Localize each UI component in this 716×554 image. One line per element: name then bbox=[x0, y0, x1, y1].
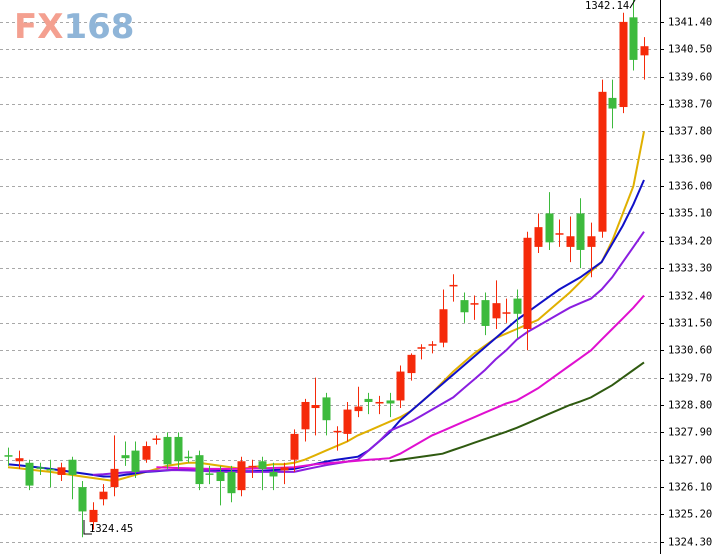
logo-suffix: 168 bbox=[63, 7, 134, 47]
candle-body bbox=[460, 300, 469, 313]
candle-body bbox=[481, 300, 490, 326]
candle-body bbox=[280, 467, 289, 471]
candle-body bbox=[99, 491, 108, 500]
y-axis-ticks: 1341.40 1340.50 1339.60 1338.70 1337.80 1336.… bbox=[660, 17, 712, 549]
y-tick-label: 1336.00 bbox=[668, 181, 712, 193]
candle-body bbox=[131, 450, 140, 472]
candle-body bbox=[322, 397, 331, 421]
candle-body bbox=[534, 227, 543, 247]
moving-average-line bbox=[92, 231, 645, 476]
y-tick-label: 1330.60 bbox=[668, 345, 712, 357]
candle-body bbox=[290, 433, 299, 460]
candle-body bbox=[258, 461, 267, 469]
candle-body bbox=[629, 17, 638, 60]
y-tick-label: 1341.40 bbox=[668, 17, 712, 29]
candle-body bbox=[311, 405, 320, 409]
candle-body bbox=[121, 455, 130, 459]
candle-body bbox=[555, 233, 564, 235]
candle-body bbox=[269, 471, 278, 477]
candle-body bbox=[492, 303, 501, 319]
candle-body bbox=[68, 459, 77, 475]
candle-body bbox=[15, 458, 24, 462]
candle-body bbox=[89, 509, 98, 523]
y-tick-label: 1329.70 bbox=[668, 373, 712, 385]
candle-body bbox=[36, 467, 45, 469]
candle-body bbox=[227, 471, 236, 494]
y-tick-label: 1336.90 bbox=[668, 154, 712, 166]
candle-body bbox=[640, 46, 649, 56]
candle-body bbox=[576, 213, 585, 250]
y-tick-label: 1325.20 bbox=[668, 509, 712, 521]
candle-body bbox=[4, 455, 13, 457]
candle-body bbox=[195, 455, 204, 485]
candle-body bbox=[619, 21, 628, 108]
candle-body bbox=[545, 213, 554, 243]
y-tick-label: 1337.80 bbox=[668, 126, 712, 138]
candle-body bbox=[470, 303, 479, 305]
candle-body bbox=[598, 91, 607, 232]
logo: FX168 bbox=[14, 7, 134, 47]
candle-body bbox=[396, 371, 405, 401]
candle-body bbox=[142, 446, 151, 460]
candle-body bbox=[78, 487, 87, 512]
y-tick-label: 1333.30 bbox=[668, 263, 712, 275]
y-tick-label: 1332.40 bbox=[668, 291, 712, 303]
moving-average-line bbox=[389, 361, 645, 463]
candle-body bbox=[205, 473, 214, 475]
candle-body bbox=[163, 436, 172, 465]
y-tick-label: 1335.10 bbox=[668, 208, 712, 220]
annotation-leader bbox=[83, 520, 92, 535]
candle-body bbox=[46, 468, 55, 471]
logo-prefix: FX bbox=[14, 7, 63, 47]
candle-body bbox=[237, 461, 246, 491]
y-tick-label: 1328.80 bbox=[668, 400, 712, 412]
candle-body bbox=[301, 401, 310, 430]
y-tick-label: 1334.20 bbox=[668, 236, 712, 248]
candle-body bbox=[449, 284, 458, 287]
y-tick-label: 1331.50 bbox=[668, 318, 712, 330]
candle-body bbox=[174, 436, 183, 462]
candle-body bbox=[587, 236, 596, 247]
candle-body bbox=[57, 467, 66, 475]
candle-body bbox=[566, 236, 575, 247]
candle-body bbox=[502, 312, 511, 314]
candle-body bbox=[386, 400, 395, 404]
candle-body bbox=[248, 465, 257, 468]
candle-body bbox=[333, 430, 342, 433]
candle-body bbox=[407, 354, 416, 374]
y-tick-label: 1339.60 bbox=[668, 72, 712, 84]
candle-body bbox=[439, 309, 448, 343]
annotation: 1324.45 bbox=[89, 523, 133, 535]
annotation: 1342.14 bbox=[585, 0, 629, 12]
candle-body bbox=[343, 409, 352, 434]
candle-body bbox=[152, 438, 161, 440]
candle-body bbox=[523, 237, 532, 329]
candles bbox=[4, 0, 649, 538]
annotation-leader bbox=[629, 0, 636, 9]
y-tick-label: 1340.50 bbox=[668, 44, 712, 56]
candle-body bbox=[417, 347, 426, 349]
y-tick-label: 1327.00 bbox=[668, 455, 712, 467]
candle-body bbox=[216, 471, 225, 482]
y-tick-label: 1327.90 bbox=[668, 427, 712, 439]
candle-body bbox=[375, 401, 384, 404]
candle-body bbox=[354, 406, 363, 412]
y-tick-label: 1324.30 bbox=[668, 537, 712, 549]
candle-body bbox=[110, 468, 119, 488]
candle-body bbox=[364, 398, 373, 402]
candle-body bbox=[513, 298, 522, 314]
y-tick-label: 1338.70 bbox=[668, 99, 712, 111]
candle-body bbox=[608, 97, 617, 109]
candle-body bbox=[25, 462, 34, 486]
y-tick-label: 1326.10 bbox=[668, 482, 712, 494]
candle-body bbox=[184, 456, 193, 459]
candle-body bbox=[428, 344, 437, 346]
